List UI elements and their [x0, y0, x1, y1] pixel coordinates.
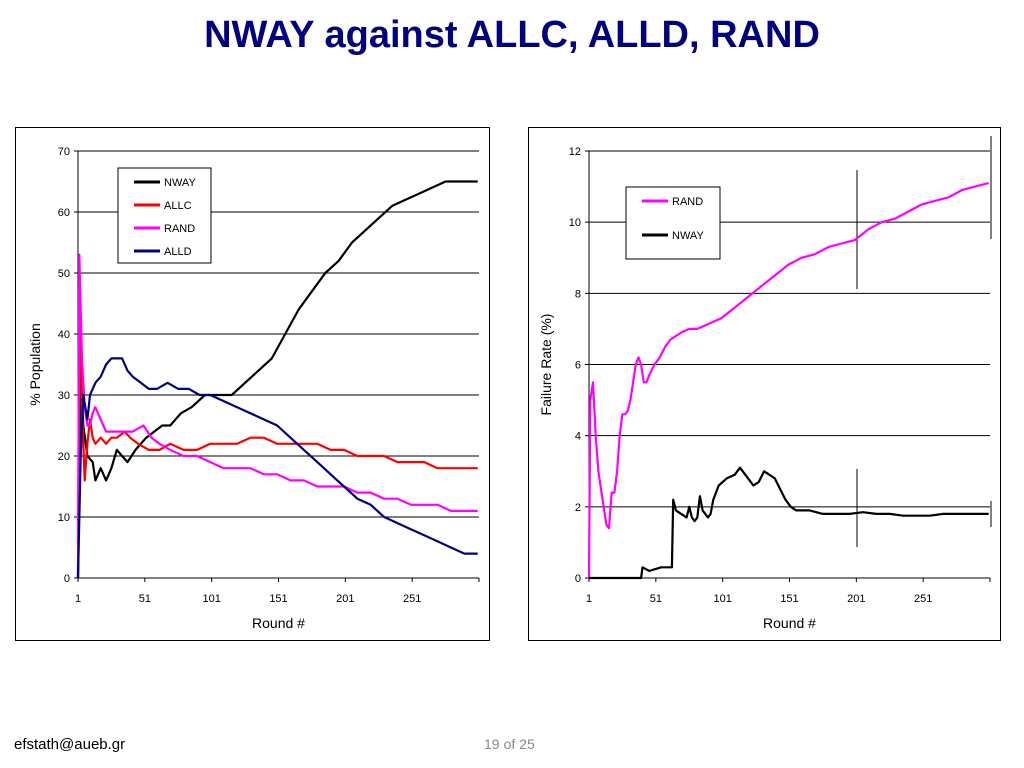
x-tick-label: 151: [780, 593, 798, 605]
x-axis-title: Round #: [252, 615, 305, 631]
y-tick-label: 4: [575, 431, 581, 443]
page-of: of: [503, 736, 516, 752]
x-axis-title: Round #: [763, 615, 816, 631]
y-tick-label: 60: [58, 207, 70, 219]
x-tick-label: 101: [202, 593, 220, 605]
y-tick-label: 12: [569, 146, 581, 158]
x-tick-label: 151: [269, 593, 287, 605]
x-tick-label: 251: [403, 593, 421, 605]
y-axis-title: Failure Rate (%): [538, 314, 554, 416]
legend-label: RAND: [672, 196, 703, 208]
legend: [117, 167, 212, 264]
legend-label: NWAY: [164, 177, 196, 189]
y-tick-label: 50: [58, 268, 70, 280]
failure-rate-chart-panel: 0 2 4 6 8 10 12 1 51 101 151 201 251 Round # Failure R…: [528, 127, 1001, 641]
y-tick-label: 0: [64, 573, 70, 585]
y-axis-title: % Population: [27, 323, 43, 406]
x-tick-label: 251: [914, 593, 932, 605]
x-tick-label: 51: [650, 593, 662, 605]
y-tick-label: 40: [58, 329, 70, 341]
x-tick-label: 1: [75, 593, 81, 605]
y-tick-label: 6: [575, 360, 581, 372]
series-line-rand: [76, 253, 478, 579]
x-tick-label: 201: [847, 593, 865, 605]
y-tick-label: 2: [575, 502, 581, 514]
footer-email: efstath@aueb.gr: [14, 736, 126, 753]
legend-label: ALLD: [164, 246, 192, 258]
series-line-nway: [589, 466, 989, 580]
x-tick-label: 51: [139, 593, 151, 605]
x-tick-label: 101: [713, 593, 731, 605]
y-tick-label: 30: [58, 390, 70, 402]
series-line-nway: [76, 180, 478, 579]
series-line-alld: [76, 357, 478, 579]
page-total: 25: [519, 736, 535, 752]
y-tick-label: 20: [58, 451, 70, 463]
series-line-rand: [587, 181, 989, 579]
y-tick-label: 10: [58, 512, 70, 524]
series-line-allc: [76, 284, 478, 579]
legend-label: RAND: [164, 223, 195, 235]
page-number: 19 of 25: [484, 736, 539, 752]
slide-title: NWAY against ALLC, ALLD, RAND: [204, 14, 820, 56]
x-tick-label: 1: [586, 593, 592, 605]
y-tick-label: 0: [575, 573, 581, 585]
y-tick-label: 8: [575, 288, 581, 300]
y-tick-label: 10: [569, 217, 581, 229]
legend-label: ALLC: [164, 200, 192, 212]
legend: [625, 186, 721, 260]
population-chart-panel: 0 10 20 30 40 50 60 70 1 51 101 151 201 251 Round #% P…: [15, 127, 490, 641]
page-current: 19: [484, 736, 500, 752]
legend-label: NWAY: [672, 230, 704, 242]
x-tick-label: 201: [336, 593, 354, 605]
y-tick-label: 70: [58, 146, 70, 158]
